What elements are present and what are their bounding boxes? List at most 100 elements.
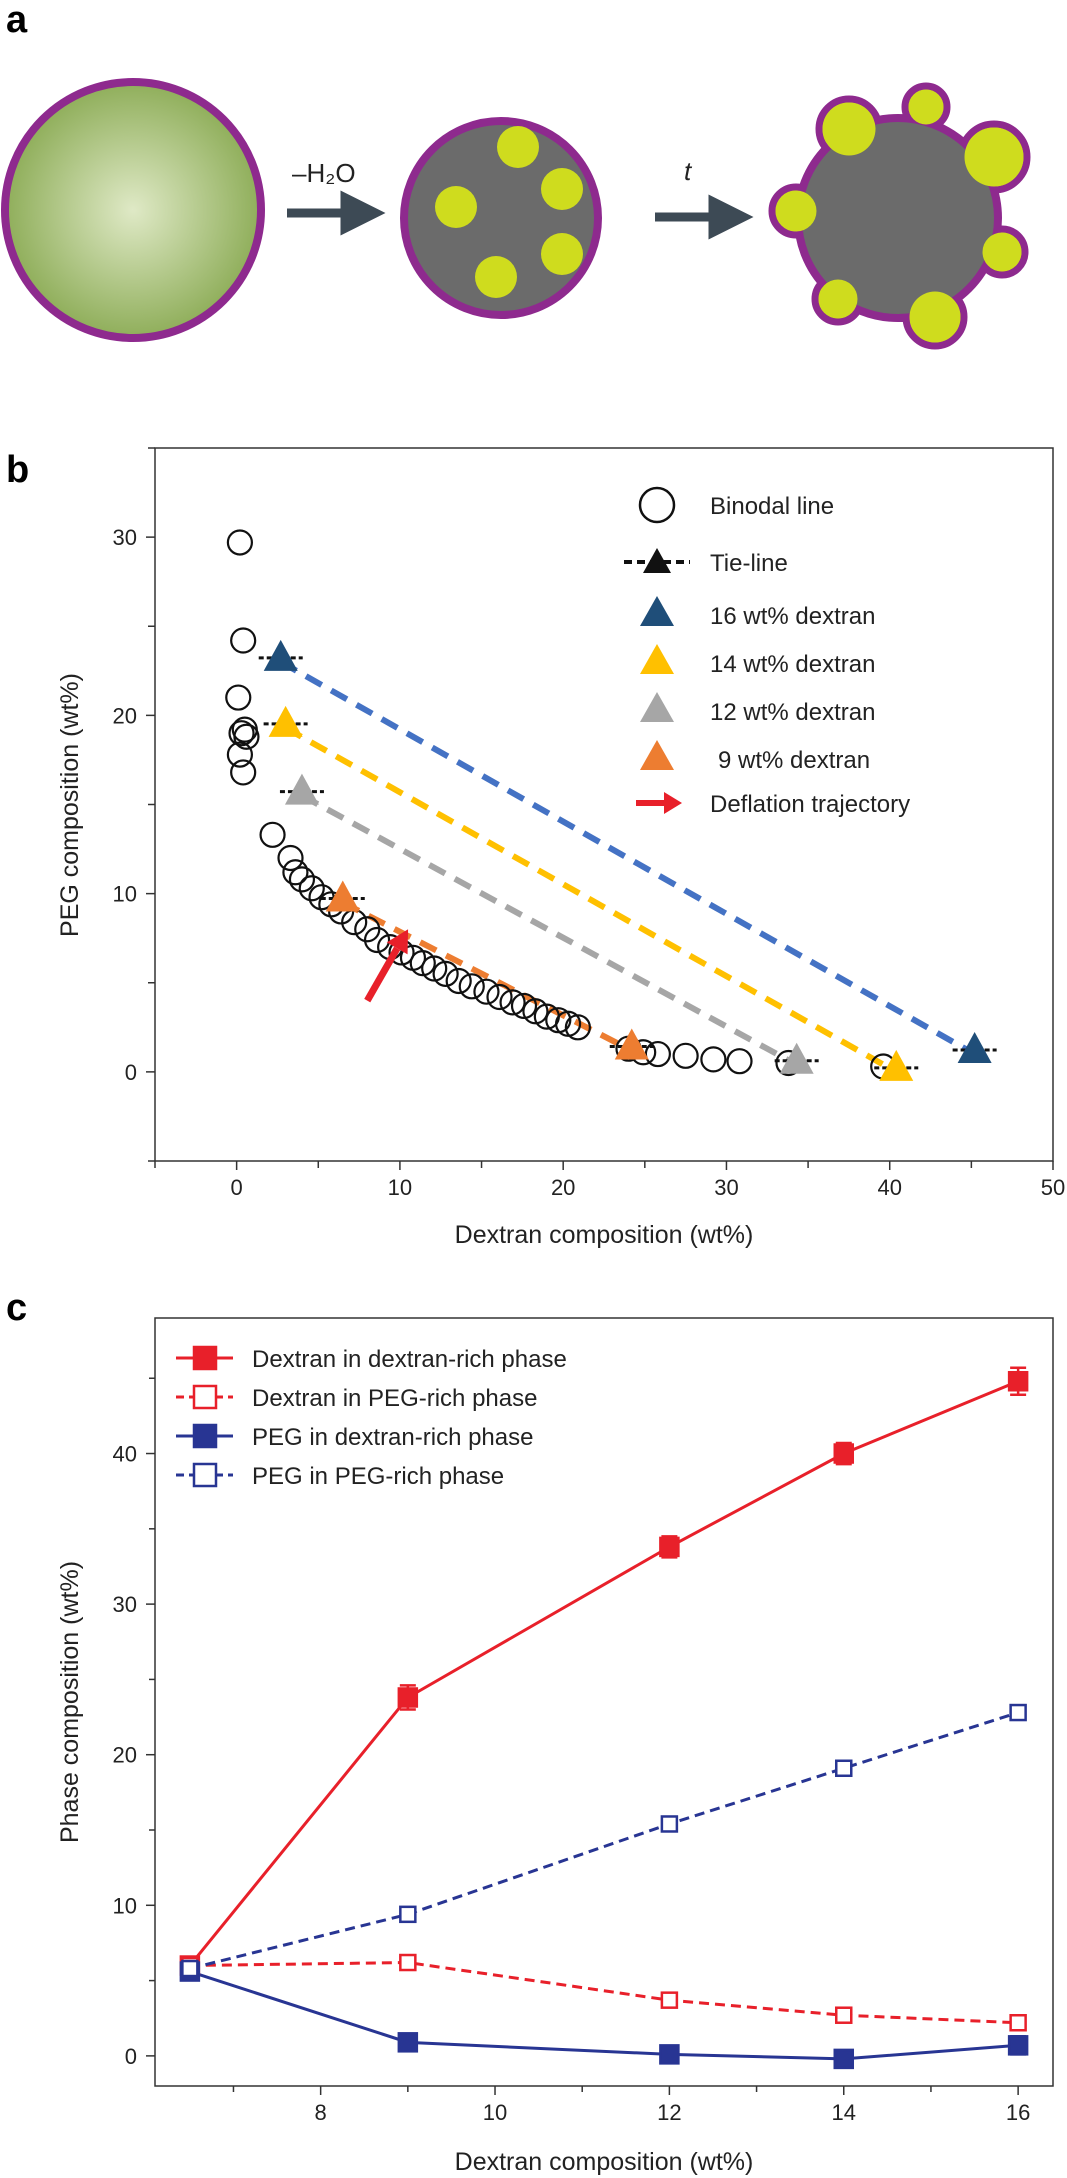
data-point <box>399 1905 417 1924</box>
series-line <box>189 1961 1019 2025</box>
legend-16-dextran: 16 wt% dextran <box>710 603 875 630</box>
binodal-point <box>726 1048 753 1075</box>
legend-marker-trajectory-head <box>664 792 682 814</box>
x-tick-label: 8 <box>315 2100 327 2125</box>
inclusion <box>541 233 583 275</box>
binodal-point <box>700 1046 727 1073</box>
y-tick-label: 10 <box>113 882 137 907</box>
x-tick-label: 16 <box>1006 2100 1030 2125</box>
tie-line-endpoint <box>879 1049 914 1081</box>
tie-line-endpoint <box>325 880 360 912</box>
binodal-point <box>228 720 255 747</box>
tie-line <box>279 659 977 1057</box>
legend-marker-s4 <box>192 1462 218 1488</box>
inclusion <box>541 168 583 210</box>
tie-line-endpoint <box>263 639 298 671</box>
inclusion <box>475 256 517 298</box>
binodal-point <box>298 875 325 902</box>
axis-ticks: 8 10 12 14 16 0 10 20 30 40 <box>113 1377 1030 2125</box>
y-tick-label: 30 <box>113 525 137 550</box>
legend-marker-s2 <box>192 1384 218 1410</box>
data-point <box>659 2044 680 2065</box>
trajectory-head <box>386 929 409 955</box>
data-point <box>397 2032 419 2053</box>
binodal-point <box>486 983 513 1011</box>
legend-tie-line: Tie-line <box>710 550 788 577</box>
tie-line-endpoint <box>284 773 319 805</box>
schematic: –H₂O t <box>1 78 1031 350</box>
data-point <box>399 1953 417 1972</box>
tie-line-endpoint <box>268 705 303 737</box>
binodal-point <box>421 955 448 982</box>
x-tick-label: 12 <box>657 2100 681 2125</box>
x-tick-label: 0 <box>231 1175 243 1200</box>
data-point <box>1009 2014 1027 2032</box>
tie-line <box>284 725 898 1075</box>
data-point <box>1007 2035 1029 2056</box>
deflation-trajectory <box>364 929 409 1003</box>
data-point <box>660 1991 679 2009</box>
data-point <box>833 2048 855 2070</box>
x-tick-label: 30 <box>714 1175 738 1200</box>
legend-marker-12 <box>640 692 674 722</box>
dehydration-label: –H₂O <box>292 158 356 188</box>
binodal-point <box>230 627 257 654</box>
binodal-point <box>354 916 381 943</box>
y-tick-label: 0 <box>125 1060 137 1085</box>
legend-marker-s3 <box>192 1423 218 1449</box>
legend-peg-in-peg-rich: PEG in PEG-rich phase <box>252 1463 504 1490</box>
tie-line <box>300 792 799 1068</box>
binodal-point <box>226 529 254 556</box>
data-point <box>1007 1370 1029 1392</box>
legend-9-dextran: 9 wt% dextran <box>718 747 870 774</box>
y-tick-label: 30 <box>113 1592 137 1617</box>
legend-peg-in-dextran-rich: PEG in dextran-rich phase <box>252 1424 533 1451</box>
legend: Binodal line Tie-line 16 wt% dextran 14 … <box>624 486 910 818</box>
x-tick-label: 14 <box>832 2100 856 2125</box>
legend-marker-16 <box>640 596 674 626</box>
binodal-point <box>282 859 309 886</box>
binodal-point <box>564 1014 591 1041</box>
y-axis-label: Phase composition (wt%) <box>56 1561 84 1843</box>
binodal-point <box>432 960 459 987</box>
y-tick-label: 40 <box>113 1442 137 1467</box>
binodal-point <box>259 821 286 848</box>
legend-marker-9 <box>640 740 674 770</box>
binodal-point <box>672 1042 699 1069</box>
x-tick-label: 50 <box>1041 1175 1065 1200</box>
data-point <box>659 1536 680 1558</box>
binodal-point <box>230 759 257 786</box>
binodal-point <box>363 926 391 954</box>
legend-marker-tie-line-triangle <box>643 548 671 573</box>
series-line <box>189 1970 1019 2061</box>
legend-binodal: Binodal line <box>710 493 834 520</box>
phase-composition-chart: 8 10 12 14 16 0 10 20 30 40 Dextran composition (… <box>56 1317 1054 2176</box>
tie-lines <box>279 659 977 1075</box>
panel-letter-c: c <box>6 1287 27 1329</box>
x-tick-label: 10 <box>388 1175 412 1200</box>
legend-marker-binodal <box>638 486 676 524</box>
binodal-point <box>445 967 472 995</box>
legend-12-dextran: 12 wt% dextran <box>710 699 875 726</box>
legend: Dextran in dextran-rich phase Dextran in… <box>176 1345 567 1490</box>
x-tick-label: 10 <box>483 2100 507 2125</box>
inclusion <box>435 186 477 228</box>
y-tick-label: 10 <box>113 1893 137 1918</box>
binodal-point <box>277 844 304 872</box>
tie-line-endpoints <box>258 639 997 1081</box>
binodal-point <box>225 684 252 711</box>
y-tick-label: 20 <box>113 1743 137 1768</box>
legend-marker-s1 <box>192 1345 218 1371</box>
data-point <box>835 2006 853 2024</box>
x-tick-label: 20 <box>551 1175 575 1200</box>
panel-letter-b: b <box>6 449 29 491</box>
legend-marker-14 <box>640 644 674 674</box>
binodal-point <box>522 998 549 1025</box>
binodal-point <box>288 866 316 893</box>
x-axis-label: Dextran composition (wt%) <box>455 1221 754 1249</box>
initial-droplet <box>1 78 265 342</box>
binodal-point <box>226 741 254 768</box>
phase-diagram-chart: 0 10 20 30 40 50 0 10 20 30 Dextran composition (… <box>56 447 1065 1249</box>
data-point <box>397 1687 419 1708</box>
